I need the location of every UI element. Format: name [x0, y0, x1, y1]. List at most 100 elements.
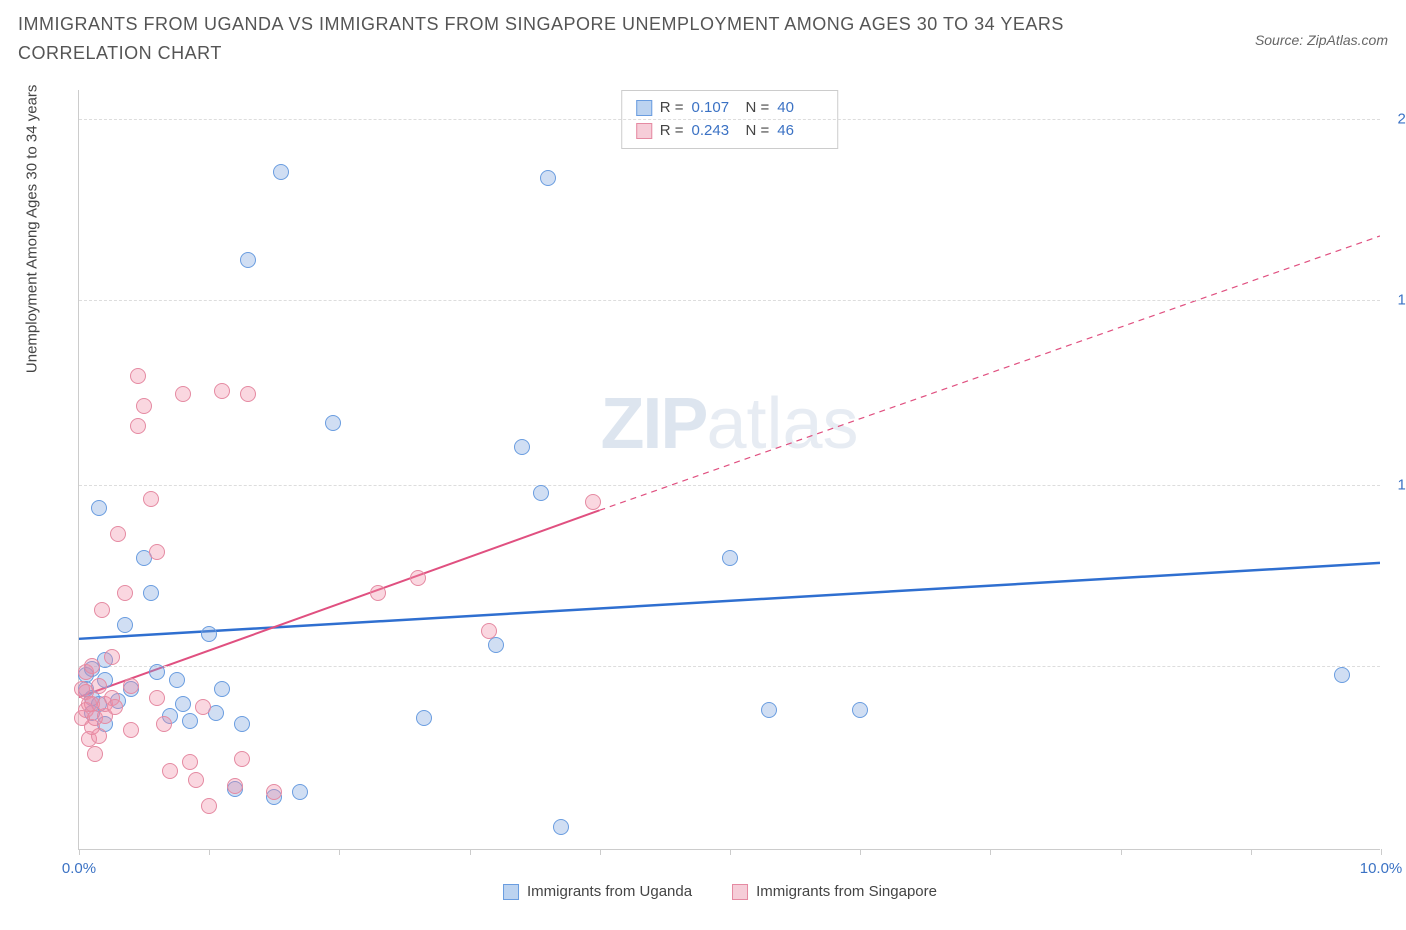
data-point	[201, 798, 217, 814]
chart-title: IMMIGRANTS FROM UGANDA VS IMMIGRANTS FRO…	[18, 10, 1118, 68]
data-point	[585, 494, 601, 510]
x-tick	[209, 849, 210, 855]
data-point	[273, 164, 289, 180]
data-point	[117, 617, 133, 633]
y-axis-label: Unemployment Among Ages 30 to 34 years	[24, 85, 41, 374]
trend-lines	[79, 90, 1380, 849]
legend-item: Immigrants from Uganda	[503, 883, 692, 900]
watermark-zip: ZIP	[600, 384, 706, 464]
data-point	[175, 696, 191, 712]
legend-swatch	[503, 884, 519, 900]
n-value: 46	[777, 120, 823, 143]
y-tick-label: 25.0%	[1385, 111, 1406, 128]
data-point	[123, 722, 139, 738]
legend-swatch	[732, 884, 748, 900]
data-point	[1334, 667, 1350, 683]
data-point	[533, 485, 549, 501]
r-label: R =	[660, 97, 684, 120]
x-tick	[600, 849, 601, 855]
scatter-plot: ZIPatlas R =0.107N =40R =0.243N =46 6.3%…	[78, 90, 1380, 850]
data-point	[370, 585, 386, 601]
x-tick	[1381, 849, 1382, 855]
data-point	[130, 368, 146, 384]
stats-row: R =0.243N =46	[636, 120, 824, 143]
data-point	[162, 763, 178, 779]
data-point	[182, 713, 198, 729]
data-point	[410, 570, 426, 586]
data-point	[234, 751, 250, 767]
data-point	[136, 398, 152, 414]
x-tick	[1121, 849, 1122, 855]
data-point	[266, 784, 282, 800]
data-point	[149, 690, 165, 706]
data-point	[234, 716, 250, 732]
chart-area: Unemployment Among Ages 30 to 34 years Z…	[60, 90, 1380, 870]
y-tick-label: 12.5%	[1385, 476, 1406, 493]
x-tick	[860, 849, 861, 855]
x-tick-label: 0.0%	[62, 860, 96, 877]
data-point	[201, 626, 217, 642]
x-tick	[339, 849, 340, 855]
data-point	[852, 702, 868, 718]
r-label: R =	[660, 120, 684, 143]
x-tick-label: 10.0%	[1360, 860, 1403, 877]
data-point	[94, 602, 110, 618]
data-point	[195, 699, 211, 715]
data-point	[143, 491, 159, 507]
data-point	[214, 681, 230, 697]
data-point	[156, 716, 172, 732]
data-point	[182, 754, 198, 770]
gridline	[79, 485, 1380, 486]
series-swatch	[636, 123, 652, 139]
gridline	[79, 300, 1380, 301]
data-point	[227, 778, 243, 794]
data-point	[117, 585, 133, 601]
legend-label: Immigrants from Singapore	[756, 883, 937, 900]
gridline	[79, 119, 1380, 120]
data-point	[188, 772, 204, 788]
legend-label: Immigrants from Uganda	[527, 883, 692, 900]
r-value: 0.243	[692, 120, 738, 143]
data-point	[104, 649, 120, 665]
stats-row: R = 0.107 N = 40	[636, 97, 824, 120]
y-tick-label: 6.3%	[1385, 657, 1406, 674]
data-point	[91, 728, 107, 744]
data-point	[214, 383, 230, 399]
data-point	[488, 637, 504, 653]
data-point	[143, 585, 159, 601]
legend-item: Immigrants from Singapore	[732, 883, 937, 900]
data-point	[481, 623, 497, 639]
watermark: ZIPatlas	[600, 383, 858, 465]
data-point	[761, 702, 777, 718]
source-attribution: Source: ZipAtlas.com	[1255, 32, 1388, 48]
data-point	[175, 386, 191, 402]
x-tick	[730, 849, 731, 855]
data-point	[416, 710, 432, 726]
data-point	[110, 526, 126, 542]
data-point	[169, 672, 185, 688]
series-legend: Immigrants from Uganda Immigrants from Si…	[503, 883, 937, 900]
x-tick	[470, 849, 471, 855]
n-label: N =	[746, 97, 770, 120]
data-point	[123, 678, 139, 694]
data-point	[325, 415, 341, 431]
data-point	[130, 418, 146, 434]
data-point	[87, 746, 103, 762]
data-point	[149, 544, 165, 560]
gridline	[79, 666, 1380, 667]
n-value: 40	[777, 97, 823, 120]
data-point	[240, 386, 256, 402]
data-point	[722, 550, 738, 566]
data-point	[553, 819, 569, 835]
data-point	[240, 252, 256, 268]
series-swatch	[636, 100, 652, 116]
data-point	[514, 439, 530, 455]
data-point	[292, 784, 308, 800]
x-tick	[79, 849, 80, 855]
y-tick-label: 18.8%	[1385, 292, 1406, 309]
data-point	[107, 699, 123, 715]
data-point	[149, 664, 165, 680]
data-point	[84, 658, 100, 674]
x-tick	[990, 849, 991, 855]
r-value: 0.107	[692, 97, 738, 120]
